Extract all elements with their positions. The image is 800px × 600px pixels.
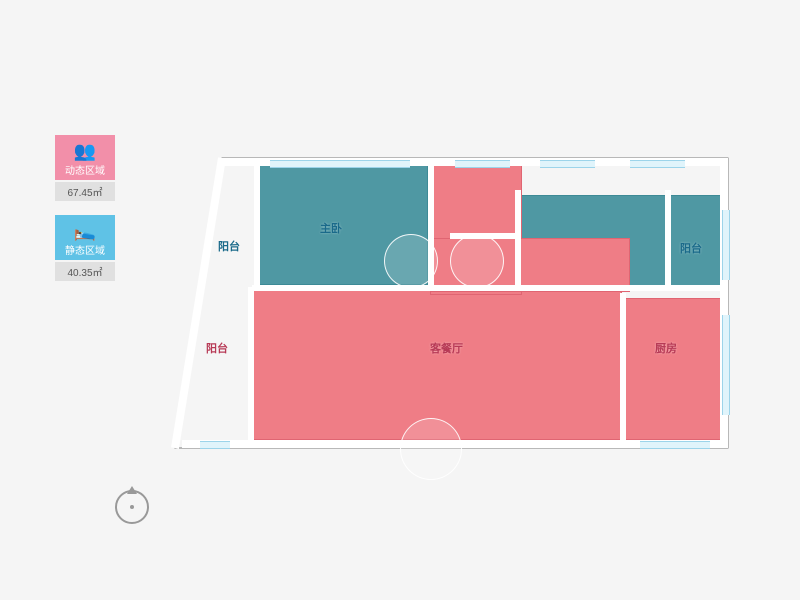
window (630, 160, 685, 168)
window (640, 441, 710, 449)
room-label-kitchen: 厨房 (655, 340, 677, 356)
room-living (252, 290, 622, 440)
wall-segment (248, 287, 254, 443)
door-swing (450, 234, 504, 288)
room-label-master_bed: 主卧 (320, 220, 342, 236)
window (270, 160, 410, 168)
room-label-balcony_lower_left: 阳台 (206, 340, 228, 356)
window (540, 160, 595, 168)
wall-segment (515, 190, 521, 290)
wall-segment (665, 190, 671, 290)
window (200, 441, 230, 449)
room-label-balcony_top_left: 阳台 (218, 238, 240, 254)
room-kitchen (625, 298, 723, 440)
door-swing (384, 234, 438, 288)
window (722, 315, 730, 415)
door-swing (400, 418, 462, 480)
compass-icon (115, 490, 149, 524)
room-label-balcony_right: 阳台 (680, 240, 702, 256)
wall-segment (254, 160, 260, 288)
wall-segment (620, 293, 626, 443)
room-label-living: 客餐厅 (430, 340, 463, 356)
window (722, 210, 730, 280)
window (455, 160, 510, 168)
